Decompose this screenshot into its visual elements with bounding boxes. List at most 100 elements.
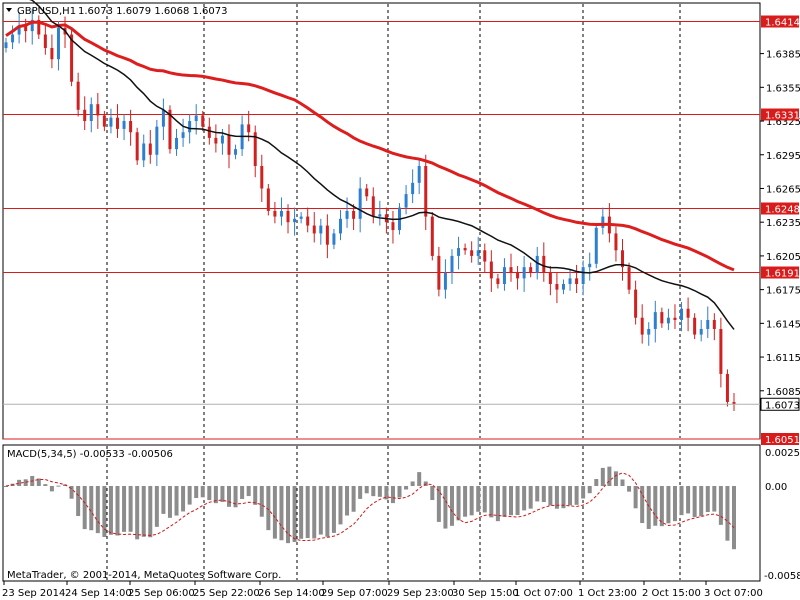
- macd-bar: [712, 486, 717, 512]
- macd-bar: [194, 486, 199, 499]
- level-tag-label: 1.6248: [765, 205, 800, 216]
- price-tick-label: 1.6085: [766, 387, 800, 398]
- candle-body: [253, 132, 257, 166]
- macd-bar: [279, 486, 284, 541]
- price-tick-label: 1.6145: [766, 319, 800, 330]
- macd-bar: [581, 486, 586, 499]
- macd-bar: [600, 467, 605, 486]
- macd-bar: [364, 486, 369, 494]
- macd-bar: [345, 486, 350, 516]
- price-tick-label: 1.6205: [766, 252, 800, 263]
- current-price-tag: 1.6073: [760, 397, 800, 411]
- macd-bar: [489, 486, 494, 518]
- macd-bar: [272, 486, 277, 539]
- level-tag-label: 1.6051: [765, 435, 800, 446]
- macd-bar: [607, 466, 612, 486]
- candle-body: [293, 218, 297, 223]
- candle-body: [555, 284, 559, 290]
- price-axis: 1.6385 1.6355 1.6325 1.6295 1.6265 1.6235 1.62…: [760, 50, 800, 398]
- macd-bar: [154, 486, 159, 527]
- candle-body: [312, 225, 316, 234]
- time-label: 29 Sep 07:00: [321, 588, 388, 599]
- candle-body: [214, 137, 218, 144]
- candle-body: [502, 267, 506, 285]
- candle-body: [299, 216, 303, 219]
- macd-bar: [482, 486, 487, 513]
- macd-bar: [541, 486, 546, 503]
- macd-bar: [574, 486, 579, 505]
- macd-bar: [207, 486, 212, 501]
- candle-body: [175, 137, 179, 150]
- price-tick-label: 1.6295: [766, 151, 800, 162]
- candle-body: [581, 267, 585, 285]
- candle-body: [338, 218, 342, 234]
- candle-body: [286, 210, 290, 223]
- candle-body: [220, 135, 224, 144]
- macd-bar: [253, 486, 258, 505]
- candle-body: [89, 104, 93, 122]
- candle-body: [404, 194, 408, 208]
- candle-body: [561, 284, 565, 290]
- macd-bar: [633, 486, 638, 509]
- candle-body: [352, 210, 356, 219]
- candle-body: [188, 121, 192, 133]
- candle-body: [17, 25, 21, 35]
- macd-bar: [358, 486, 363, 499]
- candle-body: [725, 373, 729, 403]
- macd-bar: [148, 486, 153, 538]
- candle-body: [142, 143, 146, 161]
- macd-bar: [23, 479, 28, 486]
- macd-bar: [594, 479, 599, 486]
- macd-bar: [613, 471, 618, 486]
- candle-body: [148, 143, 152, 155]
- candle-body: [568, 278, 572, 285]
- time-label: 24 Sep 14:00: [65, 588, 132, 599]
- macd-bar: [128, 486, 133, 532]
- price-tick-label: 1.6115: [766, 353, 800, 364]
- macd-bar: [226, 486, 231, 507]
- candle-body: [548, 272, 552, 285]
- slow-moving-average: [5, 20, 735, 272]
- macd-bar: [331, 486, 336, 533]
- macd-bar: [443, 486, 448, 529]
- macd-histogram: [4, 466, 736, 550]
- candle-body: [417, 165, 421, 183]
- macd-bar: [495, 486, 500, 522]
- chevron-down-icon[interactable]: [6, 8, 12, 12]
- time-label: 1 Oct 07:00: [514, 588, 573, 599]
- macd-bar: [233, 486, 238, 508]
- candle-body: [594, 227, 598, 264]
- macd-bar: [620, 479, 625, 486]
- candle-body: [529, 267, 533, 273]
- candle-body: [621, 250, 625, 268]
- macd-bar: [528, 486, 533, 509]
- macd-bar: [338, 486, 343, 525]
- macd-bar: [659, 486, 664, 527]
- time-label: 29 Sep 23:00: [387, 588, 454, 599]
- macd-bar: [509, 486, 514, 516]
- macd-bar: [535, 486, 540, 502]
- macd-bar: [666, 486, 671, 524]
- macd-bar: [4, 486, 8, 487]
- macd-bar: [286, 486, 291, 544]
- macd-bar: [82, 486, 87, 530]
- candle-body: [115, 117, 119, 129]
- candle-body: [732, 402, 736, 405]
- candle-body: [627, 267, 631, 290]
- macd-bar: [213, 486, 218, 504]
- level-tag-label: 1.6331: [765, 111, 800, 122]
- macd-bar: [49, 486, 54, 492]
- candle-body: [96, 104, 100, 116]
- candle-body: [575, 278, 579, 285]
- macd-bar: [200, 486, 205, 498]
- macd-bar: [646, 486, 651, 529]
- candle-body: [470, 250, 474, 256]
- macd-pane-frame: [2, 444, 761, 582]
- macd-bar: [122, 486, 127, 532]
- macd-bar: [36, 478, 41, 486]
- candle-body: [135, 132, 139, 161]
- candle-body: [706, 319, 710, 329]
- candle-body: [450, 255, 454, 273]
- macd-bar: [266, 486, 271, 531]
